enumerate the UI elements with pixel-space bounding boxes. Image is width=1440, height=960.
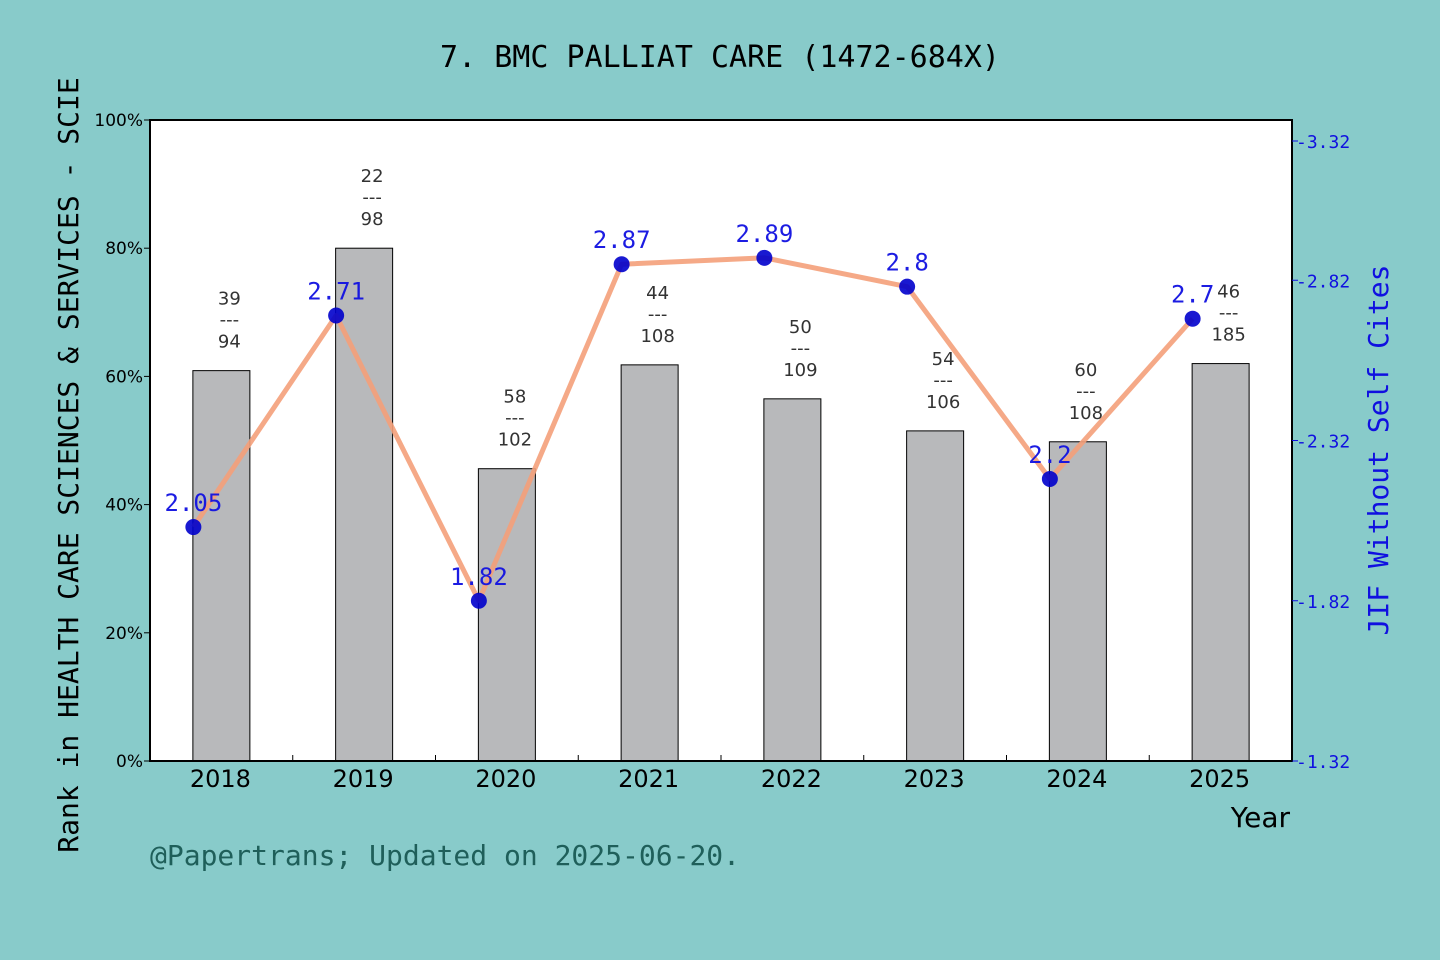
left-tick-label: 20% [105, 624, 143, 644]
bar-2019 [335, 247, 394, 762]
jif-marker-2018 [185, 519, 202, 536]
left-tick-label: 100% [94, 111, 143, 131]
line-layer: 2.05 2.71 1.82 2.87 2.89 2.8 2.2 2.7 [164, 220, 1214, 609]
bar-2018 [192, 370, 251, 762]
rank-label-2021: 44 [646, 283, 669, 304]
jif-value-label-2021: 2.87 [593, 226, 651, 254]
rank-separator-2021: --- [648, 304, 668, 325]
x-tick-label-2020: 2020 [475, 765, 536, 793]
left-tick-label: 40% [105, 496, 143, 516]
jif-marker-2023 [899, 278, 916, 295]
rank-label-2023: 54 [932, 349, 955, 370]
jif-value-label-2019: 2.71 [307, 278, 365, 306]
x-tick-label-2024: 2024 [1046, 765, 1107, 793]
jif-value-label-2025: 2.7 [1171, 281, 1214, 309]
jif-marker-2024 [1041, 470, 1058, 487]
rank-label-2020: 58 [503, 387, 526, 408]
rank-separator-2025: --- [1219, 303, 1239, 324]
x-tick-label-2025: 2025 [1189, 765, 1250, 793]
rank-total-2025: 185 [1211, 325, 1245, 346]
rank-label-2022: 50 [789, 317, 812, 338]
bar-2023 [906, 430, 965, 762]
rank-label-2019: 22 [361, 166, 384, 187]
rank-total-2020: 102 [498, 430, 532, 451]
footer-credit: @Papertrans; Updated on 2025-06-20. [150, 839, 740, 872]
jif-line [191, 255, 1195, 604]
y-axis-left-label: Rank in HEALTH CARE SCIENCES & SERVICES … [52, 77, 85, 852]
right-tick-label: -2.32 [1296, 432, 1350, 453]
right-tick-label: -1.82 [1296, 592, 1350, 613]
rank-label-2018: 39 [218, 289, 241, 310]
y-axis-right-label: JIF Without Self Cites [1362, 265, 1395, 636]
jif-marker-2021 [613, 256, 630, 273]
rank-total-2022: 109 [783, 360, 817, 381]
rank-separator-2019: --- [362, 187, 382, 208]
x-tick-label-2022: 2022 [761, 765, 822, 793]
left-axis: 0% 20% 40% 60% 80% 100% [94, 111, 150, 772]
jif-value-label-2018: 2.05 [164, 489, 222, 517]
jif-value-label-2022: 2.89 [735, 220, 793, 248]
jif-value-label-2023: 2.8 [885, 249, 928, 277]
bar-2025 [1191, 363, 1250, 762]
left-tick-label: 80% [105, 239, 143, 259]
bar-2021 [620, 364, 679, 762]
rank-total-2021: 108 [640, 326, 674, 347]
rank-separator-2020: --- [505, 408, 525, 429]
plot-area [150, 120, 1292, 761]
jif-marker-2019 [328, 307, 345, 324]
bar-2022 [763, 398, 822, 762]
jif-value-label-2020: 1.82 [450, 563, 508, 591]
x-axis: 2018 2019 2020 2021 2022 2023 2024 2025 [149, 755, 1293, 793]
bar-2024 [1048, 441, 1107, 762]
rank-separator-2023: --- [933, 370, 953, 391]
rank-label-2025: 46 [1217, 282, 1240, 303]
rank-total-2023: 106 [926, 392, 960, 413]
chart-title: 7. BMC PALLIAT CARE (1472-684X) [440, 40, 1000, 75]
rank-total-2018: 94 [218, 332, 241, 353]
left-tick-label: 0% [116, 752, 143, 772]
left-tick-label: 60% [105, 367, 143, 387]
right-axis: -1.32 -1.82 -2.32 -2.82 -3.32 [1292, 132, 1350, 773]
rank-label-2024: 60 [1074, 360, 1097, 381]
rank-total-2019: 98 [361, 209, 384, 230]
jif-value-label-2024: 2.2 [1028, 441, 1071, 469]
rank-total-2024: 108 [1069, 403, 1103, 424]
x-tick-label-2019: 2019 [333, 765, 394, 793]
x-tick-label-2023: 2023 [904, 765, 965, 793]
jif-marker-2022 [756, 249, 773, 266]
jif-marker-2025 [1184, 310, 1201, 327]
jif-marker-2020 [470, 592, 487, 609]
right-tick-label: -2.82 [1296, 271, 1350, 292]
rank-separator-2022: --- [791, 338, 811, 359]
x-axis-label: Year [1230, 801, 1291, 834]
bar-2020 [477, 468, 536, 762]
right-tick-label: -1.32 [1296, 752, 1350, 773]
x-tick-label-2018: 2018 [190, 765, 251, 793]
x-tick-label-2021: 2021 [618, 765, 679, 793]
right-tick-label: -3.32 [1296, 132, 1350, 153]
rank-separator-2024: --- [1076, 381, 1096, 402]
rank-separator-2018: --- [220, 310, 240, 331]
